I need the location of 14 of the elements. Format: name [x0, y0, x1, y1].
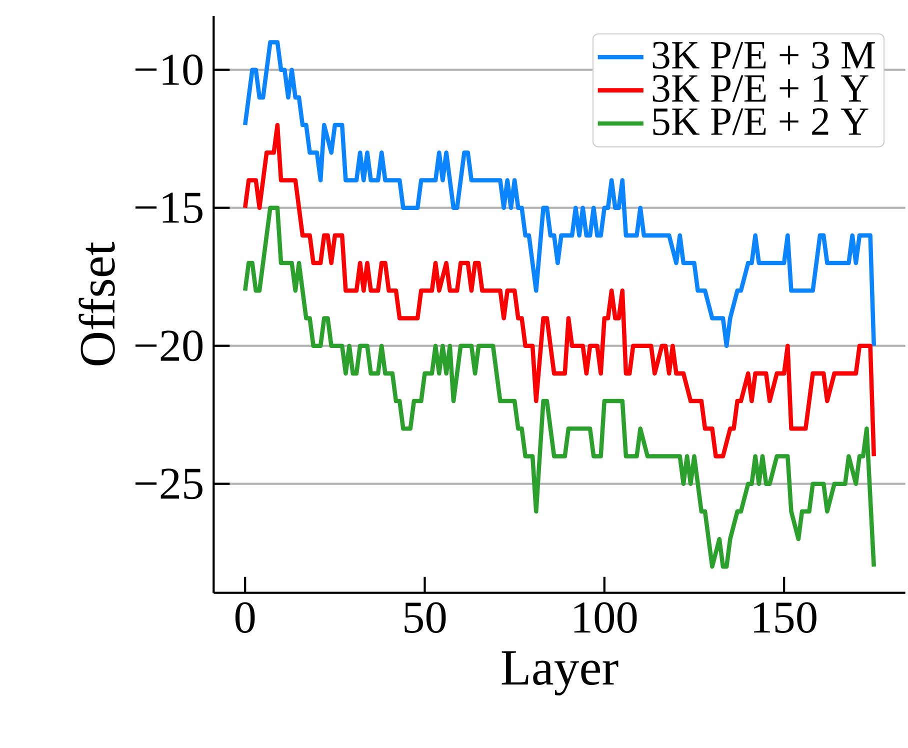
y-tick-label: −10 [135, 54, 202, 86]
y-tick-label: −20 [135, 330, 202, 362]
y-tick-label: −15 [135, 192, 202, 224]
y-axis-title: Offset [78, 242, 115, 366]
legend-label: 3K P/E + 1 Y [652, 75, 868, 102]
line-series [242, 40, 876, 348]
x-axis-title: Layer [502, 651, 618, 696]
legend-label: 3K P/E + 3 M [652, 42, 875, 69]
y-tick-label: −25 [135, 468, 202, 500]
legend-label: 5K P/E + 2 Y [653, 108, 868, 136]
x-tick-label: 100 [574, 602, 637, 634]
x-tick-label: 50 [404, 602, 446, 634]
x-tick-label: 150 [754, 602, 816, 634]
x-tick-label: 0 [235, 602, 255, 634]
